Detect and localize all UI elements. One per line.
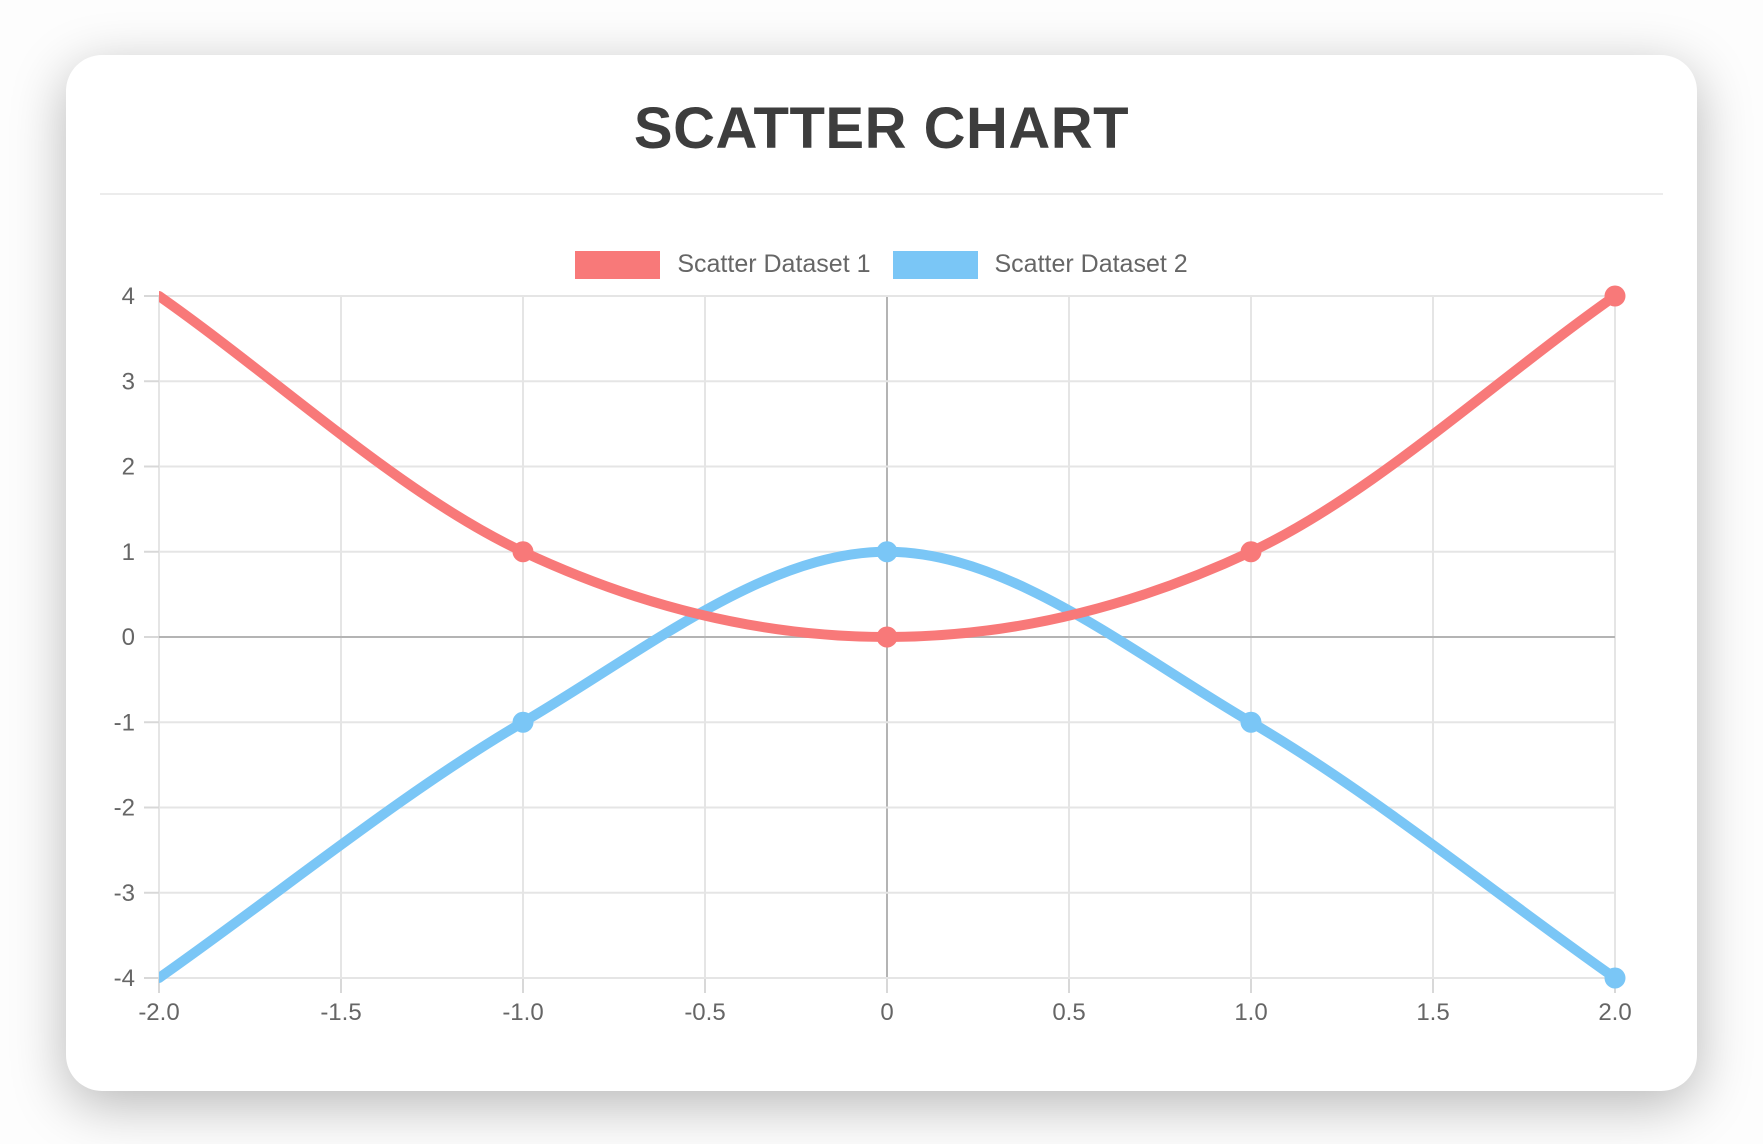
axis-tick-labels: -2.0 -1.5 -1.0 -0.5 0 0.5 1.0 1.5 2.0 4 3 2 1 0 -1 -2 -3…	[114, 283, 1632, 1026]
series-0	[159, 285, 1626, 648]
x-tick-label: 1.5	[1416, 999, 1449, 1026]
chart-legend: Scatter Dataset 1 Scatter Dataset 2	[66, 250, 1697, 279]
x-tick-label: 0	[880, 999, 893, 1026]
x-tick-label: -0.5	[684, 999, 725, 1026]
data-point[interactable]	[512, 541, 534, 563]
y-tick-label: 3	[122, 368, 135, 395]
x-tick-label: -2.0	[138, 999, 179, 1026]
y-tick-label: 4	[122, 283, 135, 310]
data-point[interactable]	[1240, 541, 1262, 563]
gridlines	[144, 295, 1616, 993]
data-point[interactable]	[1604, 967, 1626, 989]
legend-swatch-1	[892, 250, 978, 279]
data-point[interactable]	[876, 541, 898, 563]
data-point[interactable]	[876, 626, 898, 648]
legend-item-0[interactable]: Scatter Dataset 1	[575, 250, 871, 279]
y-tick-label: 1	[122, 539, 135, 566]
title-divider	[100, 193, 1663, 195]
scatter-plot[interactable]: -2.0 -1.5 -1.0 -0.5 0 0.5 1.0 1.5 2.0 4 3 2 1 0 -1 -2 -3…	[66, 55, 1697, 1091]
chart-card: -2.0 -1.5 -1.0 -0.5 0 0.5 1.0 1.5 2.0 4 3 2 1 0 -1 -2 -3…	[66, 55, 1697, 1091]
y-tick-label: -3	[114, 880, 135, 907]
y-tick-label: 2	[122, 454, 135, 481]
x-tick-label: 0.5	[1052, 999, 1085, 1026]
data-point[interactable]	[1240, 711, 1262, 733]
y-tick-label: 0	[122, 624, 135, 651]
legend-swatch-0	[575, 250, 661, 279]
legend-label-1: Scatter Dataset 2	[994, 250, 1188, 278]
x-tick-label: 1.0	[1234, 999, 1267, 1026]
y-tick-label: -1	[114, 709, 135, 736]
x-tick-label: 2.0	[1598, 999, 1631, 1026]
x-tick-label: -1.5	[320, 999, 361, 1026]
legend-item-1[interactable]: Scatter Dataset 2	[892, 250, 1188, 279]
legend-label-0: Scatter Dataset 1	[677, 250, 871, 278]
y-tick-label: -4	[114, 965, 135, 992]
y-tick-label: -2	[114, 795, 135, 822]
data-point[interactable]	[1604, 285, 1626, 307]
data-point[interactable]	[512, 711, 534, 733]
series-1	[159, 541, 1626, 989]
x-tick-label: -1.0	[502, 999, 543, 1026]
chart-title: SCATTER CHART	[633, 96, 1130, 161]
